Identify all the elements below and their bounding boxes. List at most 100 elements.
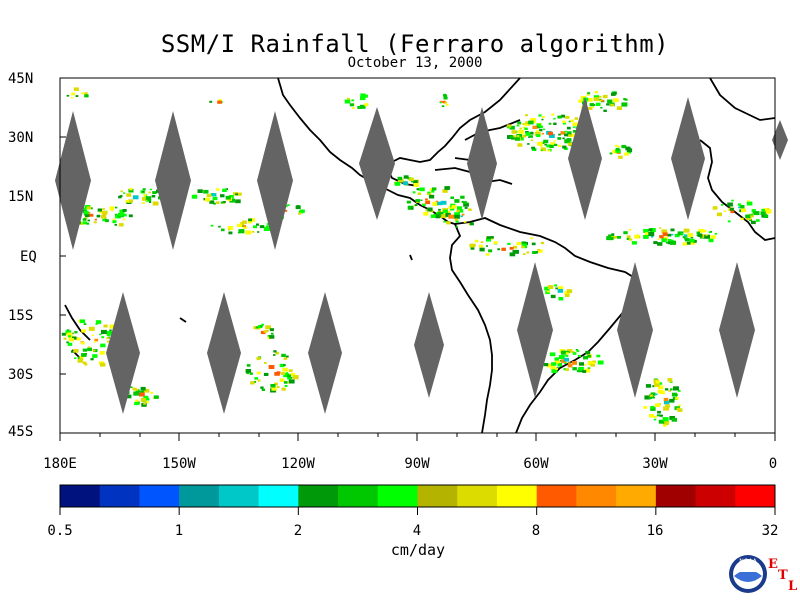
rain-pixel <box>645 384 652 388</box>
rain-pixel <box>150 391 154 394</box>
rain-pixel <box>586 93 590 96</box>
rain-pixel <box>480 241 484 244</box>
rain-pixel <box>440 212 444 215</box>
rain-pixel <box>81 92 85 95</box>
rain-pixel <box>271 387 277 391</box>
rain-pixel <box>550 365 556 370</box>
swath-gap <box>467 107 497 220</box>
rain-pixel <box>506 124 512 128</box>
colorbar-segment <box>218 485 260 507</box>
rain-pixel <box>554 360 561 365</box>
rain-pixel <box>571 350 575 353</box>
rain-pixel <box>613 98 619 103</box>
rain-pixel <box>415 199 420 203</box>
rain-pixel <box>420 199 423 201</box>
rain-pixel <box>618 155 623 159</box>
rain-pixel <box>531 242 536 246</box>
rain-pixel <box>566 126 571 130</box>
rain-pixel <box>667 239 672 242</box>
rain-pixel <box>85 213 90 218</box>
rain-pixel <box>645 232 651 236</box>
rain-pixel <box>148 191 151 194</box>
rain-pixel <box>557 363 562 367</box>
swath-gap <box>359 107 395 220</box>
rain-pixel <box>298 212 302 215</box>
rain-pixel <box>557 115 562 119</box>
rain-pixel <box>509 247 514 250</box>
rain-pixel <box>572 367 577 371</box>
colorbar-units: cm/day <box>390 541 446 559</box>
rain-pixel <box>352 107 355 110</box>
rain-pixel <box>540 147 546 152</box>
colorbar-label-0-5: 0.5 <box>47 523 73 539</box>
rain-pixel <box>118 223 124 227</box>
rain-pixel <box>275 351 279 355</box>
rain-pixel <box>122 209 127 212</box>
rain-pixel <box>359 104 366 109</box>
rain-pixel <box>269 328 274 332</box>
rain-pixel <box>740 217 744 220</box>
rain-pixel <box>541 116 545 119</box>
rain-pixel <box>606 103 610 106</box>
rain-pixel <box>490 237 494 240</box>
rain-pixel <box>125 200 130 203</box>
rain-pixel <box>525 121 530 124</box>
rain-pixel <box>549 144 554 148</box>
rain-pixel <box>524 127 528 130</box>
colorbar-segment <box>536 485 577 507</box>
rain-pixel <box>439 100 443 103</box>
rain-pixel <box>282 367 288 372</box>
rain-pixel <box>66 94 70 97</box>
rain-pixel <box>751 220 756 225</box>
rain-pixel <box>280 372 285 375</box>
rain-pixel <box>461 213 465 216</box>
rain-pixel <box>141 390 144 393</box>
rain-pixel <box>572 122 578 126</box>
rain-pixel <box>493 241 498 245</box>
rain-pixel <box>128 188 134 193</box>
rain-pixel <box>95 320 102 324</box>
lon-label-0: 0 <box>768 456 778 472</box>
rain-pixel <box>626 237 630 240</box>
swath-gap <box>671 97 705 220</box>
rain-pixel <box>101 329 107 334</box>
rain-pixel <box>682 236 686 239</box>
rain-pixel <box>218 99 222 102</box>
rain-pixel <box>287 376 292 380</box>
rain-pixel <box>87 211 91 214</box>
rain-pixel <box>572 126 575 128</box>
rain-pixel <box>211 193 217 197</box>
rain-pixel <box>454 214 460 219</box>
rain-pixel <box>456 209 460 212</box>
rain-pixel <box>670 239 674 242</box>
lat-label-45s: 45S <box>8 424 34 440</box>
rain-pixel <box>89 207 93 210</box>
rain-pixel <box>546 365 550 368</box>
lat-label-15n: 15N <box>8 189 34 205</box>
rain-pixel <box>521 245 525 248</box>
rain-pixel <box>525 132 531 136</box>
rain-pixel <box>590 363 595 367</box>
rain-pixel <box>661 229 668 234</box>
rain-pixel <box>84 92 88 95</box>
rain-pixel <box>677 408 683 412</box>
rain-pixel <box>88 326 95 331</box>
colorbar-label-4: 4 <box>412 523 422 539</box>
rain-pixel <box>241 225 244 227</box>
rain-pixel <box>490 236 494 239</box>
rain-pixel <box>86 222 90 225</box>
rain-pixel <box>602 94 608 99</box>
rain-pixel <box>210 224 214 227</box>
colorbar-segment <box>457 485 498 507</box>
lon-label-60w: 60W <box>523 456 549 472</box>
rain-pixel <box>120 190 123 193</box>
rain-pixel <box>89 213 94 217</box>
rain-pixel <box>587 92 591 95</box>
rain-pixel <box>564 291 570 296</box>
rain-pixel <box>457 206 463 210</box>
rain-pixel <box>560 131 566 135</box>
rain-pixel <box>562 137 565 140</box>
rain-pixel <box>670 228 675 232</box>
rain-pixel <box>650 405 655 409</box>
